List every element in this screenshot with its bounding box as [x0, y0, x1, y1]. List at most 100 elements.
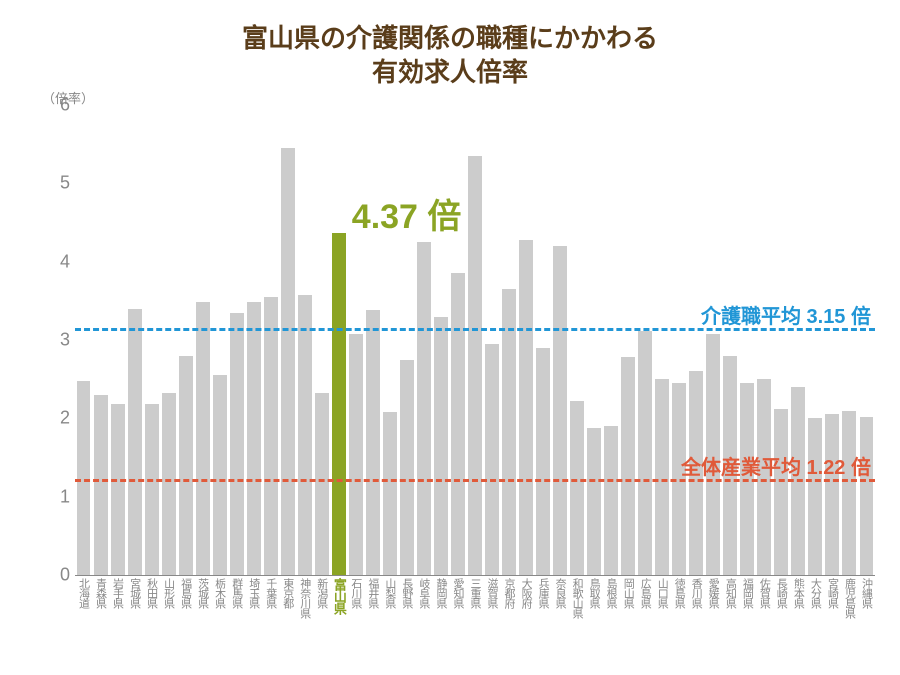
bar [468, 156, 482, 575]
bar [179, 356, 193, 575]
bar [94, 395, 108, 575]
x-tick-label: 千葉県 [265, 578, 276, 608]
x-tick-label: 山口県 [656, 578, 667, 608]
x-tick-label: 兵庫県 [537, 578, 548, 608]
x-tick-label: 埼玉県 [248, 578, 259, 608]
reference-line-label: 介護職平均 3.15 倍 [701, 300, 871, 329]
y-tick: 4 [45, 251, 70, 272]
highlight-callout: 4.37 倍 [352, 189, 462, 238]
bar [553, 246, 567, 575]
x-tick-label: 宮崎県 [826, 578, 837, 608]
x-tick-label: 青森県 [95, 578, 106, 608]
bar [213, 375, 227, 575]
x-tick-label: 北海道 [78, 578, 89, 608]
bar-highlight [332, 233, 346, 575]
bar [825, 414, 839, 575]
bar [162, 393, 176, 575]
x-tick-label: 佐賀県 [758, 578, 769, 608]
y-tick: 0 [45, 565, 70, 586]
bar [281, 148, 295, 575]
x-tick-label: 徳島県 [673, 578, 684, 608]
bar [247, 302, 261, 575]
bar [774, 409, 788, 575]
y-tick: 2 [45, 408, 70, 429]
bar [808, 418, 822, 575]
bar [417, 242, 431, 575]
x-tick-label: 長野県 [401, 578, 412, 608]
bar [502, 289, 516, 575]
x-tick-label: 沖縄県 [860, 578, 871, 608]
bar [400, 360, 414, 575]
bar [383, 412, 397, 575]
x-tick-label: 京都府 [503, 578, 514, 608]
bar [655, 379, 669, 575]
x-tick-label: 秋田県 [146, 578, 157, 608]
plot-area: 0123456介護職平均 3.15 倍全体産業平均 1.22 倍4.37 倍 [75, 105, 875, 575]
x-tick-label: 新潟県 [316, 578, 327, 608]
x-tick-label: 岡山県 [622, 578, 633, 608]
x-tick-label: 東京都 [282, 578, 293, 608]
x-tick-label: 滋賀県 [486, 578, 497, 608]
x-tick-label: 茨城県 [197, 578, 208, 608]
bar [196, 302, 210, 575]
y-tick: 6 [45, 95, 70, 116]
bar [77, 381, 91, 575]
x-tick-label: 愛媛県 [707, 578, 718, 608]
x-tick-label: 群馬県 [231, 578, 242, 608]
bar [604, 426, 618, 575]
x-tick-label: 富山県 [333, 578, 346, 614]
reference-line-label: 全体産業平均 1.22 倍 [681, 451, 871, 480]
y-tick: 1 [45, 486, 70, 507]
x-tick-label: 岩手県 [112, 578, 123, 608]
chart-title-line2: 有効求人倍率 [0, 52, 900, 89]
x-tick-label: 福井県 [367, 578, 378, 608]
x-tick-label: 奈良県 [554, 578, 565, 608]
bar [315, 393, 329, 575]
x-tick-label: 神奈川県 [299, 578, 310, 618]
bar [570, 401, 584, 575]
bar [587, 428, 601, 575]
bar [298, 295, 312, 575]
x-tick-label: 愛知県 [452, 578, 463, 608]
bar [434, 317, 448, 576]
bar [485, 344, 499, 575]
y-tick: 5 [45, 173, 70, 194]
x-tick-label: 宮城県 [129, 578, 140, 608]
bar [349, 334, 363, 575]
bar [128, 309, 142, 575]
x-tick-label: 福岡県 [741, 578, 752, 608]
bar [519, 240, 533, 575]
x-axis-baseline [75, 575, 875, 576]
bar [230, 313, 244, 575]
bar [638, 331, 652, 575]
chart-container: 富山県の介護関係の職種にかかわる 有効求人倍率 （倍率） 0123456介護職平… [0, 0, 900, 675]
x-tick-label: 島根県 [605, 578, 616, 608]
bar [264, 297, 278, 575]
x-tick-label: 福島県 [180, 578, 191, 608]
x-tick-label: 和歌山県 [571, 578, 582, 618]
bar [366, 310, 380, 575]
y-tick: 3 [45, 330, 70, 351]
x-tick-label: 栃木県 [214, 578, 225, 608]
x-tick-label: 長崎県 [775, 578, 786, 608]
x-tick-label: 高知県 [724, 578, 735, 608]
x-tick-label: 鹿児島県 [843, 578, 854, 618]
bar [860, 417, 874, 575]
x-tick-label: 山形県 [163, 578, 174, 608]
x-tick-label: 香川県 [690, 578, 701, 608]
bar [842, 411, 856, 576]
bar [536, 348, 550, 575]
x-tick-label: 広島県 [639, 578, 650, 608]
bar [621, 357, 635, 575]
x-tick-label: 鳥取県 [588, 578, 599, 608]
x-tick-label: 熊本県 [792, 578, 803, 608]
x-tick-label: 石川県 [350, 578, 361, 608]
chart-title-line1: 富山県の介護関係の職種にかかわる [0, 18, 900, 55]
bar [111, 404, 125, 575]
x-tick-label: 静岡県 [435, 578, 446, 608]
x-tick-label: 大分県 [809, 578, 820, 608]
x-tick-label: 岐阜県 [418, 578, 429, 608]
bar [451, 273, 465, 575]
x-tick-label: 山梨県 [384, 578, 395, 608]
x-tick-label: 大阪府 [520, 578, 531, 608]
